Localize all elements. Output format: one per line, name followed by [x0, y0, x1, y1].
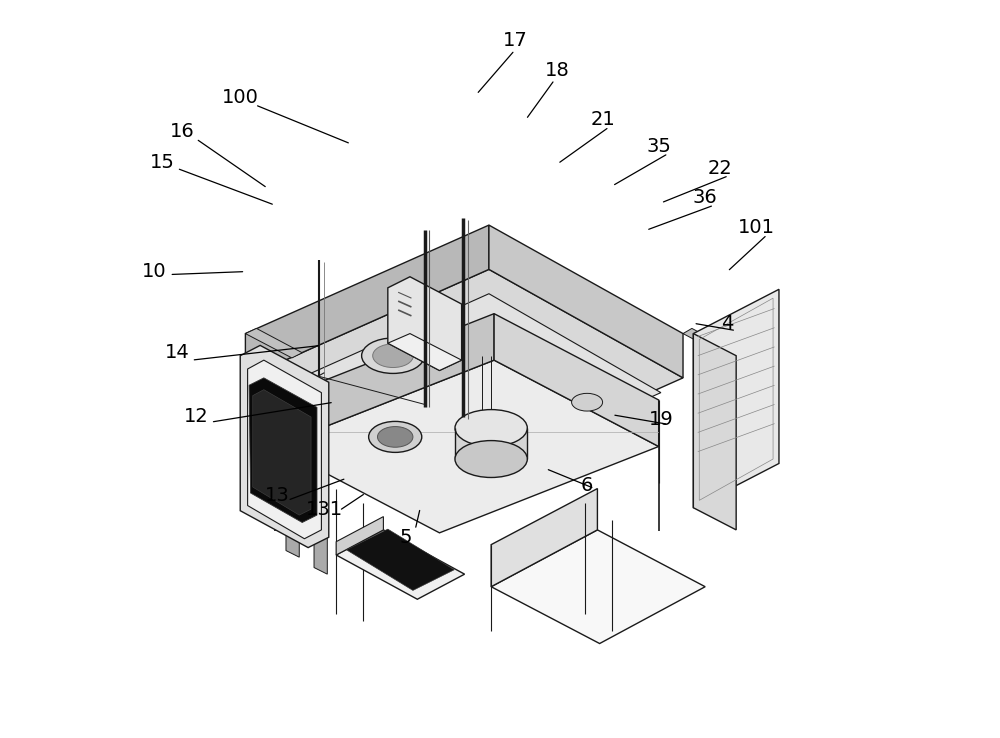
Text: 17: 17 [502, 31, 527, 50]
Ellipse shape [369, 421, 422, 452]
Polygon shape [683, 328, 738, 358]
Text: 100: 100 [222, 88, 259, 107]
Polygon shape [336, 530, 465, 599]
Polygon shape [455, 428, 527, 459]
Polygon shape [314, 463, 327, 574]
Polygon shape [494, 314, 659, 446]
Text: 14: 14 [164, 343, 189, 362]
Text: 12: 12 [184, 407, 208, 427]
Polygon shape [245, 328, 302, 358]
Polygon shape [336, 517, 383, 555]
Polygon shape [491, 489, 597, 587]
Text: 15: 15 [150, 153, 174, 172]
Polygon shape [693, 289, 779, 508]
Text: 4: 4 [721, 314, 733, 333]
Polygon shape [388, 277, 462, 370]
Text: 19: 19 [649, 410, 673, 429]
Ellipse shape [362, 338, 424, 373]
Text: 18: 18 [545, 61, 570, 80]
Polygon shape [240, 345, 329, 548]
Polygon shape [275, 314, 494, 446]
Polygon shape [489, 225, 683, 378]
Text: 36: 36 [693, 188, 718, 207]
Ellipse shape [572, 393, 603, 411]
Polygon shape [346, 529, 454, 590]
Text: 6: 6 [581, 476, 593, 495]
Ellipse shape [373, 344, 413, 368]
Polygon shape [491, 530, 705, 644]
Text: 131: 131 [306, 500, 343, 519]
Polygon shape [253, 390, 311, 515]
Text: 5: 5 [399, 528, 412, 547]
Polygon shape [286, 446, 299, 557]
Polygon shape [245, 269, 683, 486]
Polygon shape [245, 225, 489, 378]
Text: 21: 21 [591, 110, 616, 129]
Polygon shape [268, 294, 661, 491]
Polygon shape [275, 360, 659, 533]
Polygon shape [249, 378, 317, 523]
Text: 101: 101 [738, 218, 775, 237]
Polygon shape [693, 334, 736, 530]
Ellipse shape [455, 441, 527, 477]
Polygon shape [388, 334, 462, 370]
Text: 13: 13 [265, 486, 289, 506]
Text: 22: 22 [708, 159, 732, 178]
Text: 10: 10 [142, 262, 167, 281]
Text: 16: 16 [170, 122, 195, 141]
Ellipse shape [377, 427, 413, 447]
Polygon shape [248, 360, 321, 539]
Text: 35: 35 [646, 137, 671, 156]
Ellipse shape [455, 410, 527, 446]
